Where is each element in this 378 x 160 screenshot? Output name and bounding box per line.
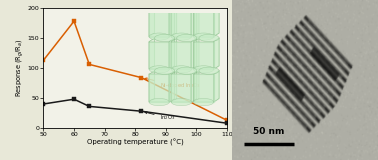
Polygon shape	[214, 5, 219, 37]
Text: Ni-doped In$_2$O$_3$: Ni-doped In$_2$O$_3$	[145, 78, 201, 91]
Ellipse shape	[171, 33, 191, 40]
Polygon shape	[171, 5, 177, 37]
Polygon shape	[194, 74, 214, 102]
Polygon shape	[214, 38, 219, 69]
Ellipse shape	[199, 34, 219, 42]
Y-axis label: Response (R$_g$/R$_a$): Response (R$_g$/R$_a$)	[15, 39, 26, 97]
Ellipse shape	[199, 2, 219, 9]
Polygon shape	[169, 5, 175, 37]
Ellipse shape	[155, 34, 175, 42]
Ellipse shape	[171, 66, 191, 73]
Polygon shape	[171, 74, 191, 102]
X-axis label: Operating temperature (°C): Operating temperature (°C)	[87, 139, 183, 146]
Polygon shape	[169, 38, 175, 69]
Ellipse shape	[149, 33, 169, 40]
Polygon shape	[149, 38, 155, 69]
Polygon shape	[171, 38, 177, 69]
Ellipse shape	[155, 67, 175, 74]
Text: 50 nm: 50 nm	[253, 127, 285, 136]
Polygon shape	[191, 5, 197, 37]
Polygon shape	[191, 71, 197, 102]
Polygon shape	[191, 38, 197, 69]
Polygon shape	[194, 71, 199, 102]
Ellipse shape	[149, 66, 169, 73]
Polygon shape	[171, 42, 191, 69]
Ellipse shape	[177, 2, 197, 9]
Ellipse shape	[194, 98, 214, 106]
Polygon shape	[149, 42, 169, 69]
Ellipse shape	[149, 98, 169, 106]
Polygon shape	[149, 5, 155, 37]
Ellipse shape	[177, 67, 197, 74]
Polygon shape	[149, 9, 169, 37]
Polygon shape	[194, 5, 199, 37]
Polygon shape	[149, 74, 169, 102]
Polygon shape	[169, 71, 175, 102]
Polygon shape	[194, 38, 199, 69]
Polygon shape	[194, 42, 214, 69]
Polygon shape	[149, 71, 155, 102]
Polygon shape	[194, 9, 214, 37]
Polygon shape	[171, 9, 191, 37]
Text: In$_2$O$_3$: In$_2$O$_3$	[145, 112, 175, 122]
Ellipse shape	[177, 34, 197, 42]
Ellipse shape	[194, 66, 214, 73]
Ellipse shape	[199, 67, 219, 74]
Polygon shape	[214, 71, 219, 102]
Ellipse shape	[171, 98, 191, 106]
Ellipse shape	[194, 33, 214, 40]
Ellipse shape	[155, 2, 175, 9]
Polygon shape	[171, 71, 177, 102]
